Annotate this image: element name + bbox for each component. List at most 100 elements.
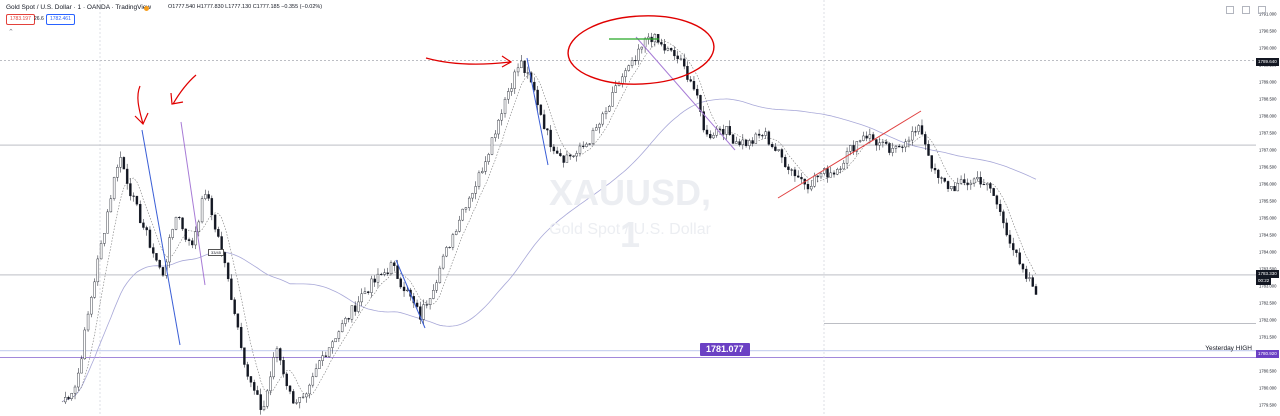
candle-body	[663, 44, 666, 51]
candle-body	[849, 145, 852, 152]
candle-body	[187, 239, 191, 241]
fullscreen-icon[interactable]	[1258, 6, 1266, 14]
candle-body	[503, 98, 507, 114]
candle-body	[285, 373, 288, 387]
candle-body	[119, 157, 122, 168]
candle-body	[125, 168, 129, 184]
candle-body	[552, 146, 556, 152]
candle-body	[523, 60, 526, 73]
candle-body	[836, 169, 839, 175]
candle-body	[682, 58, 686, 67]
red-trendline[interactable]	[777, 110, 922, 199]
candle-body	[871, 134, 875, 140]
candle-body	[842, 162, 846, 170]
candle-body	[585, 143, 588, 147]
candle-body	[155, 253, 158, 261]
price-axis-tick-label: 1785.500	[1259, 199, 1277, 204]
candle-body	[520, 60, 523, 69]
candle-body	[774, 146, 777, 151]
hand-drawn-arrow	[134, 85, 149, 126]
candle-body	[549, 129, 552, 148]
description-watermark: Gold Spot / U.S. Dollar	[549, 221, 711, 238]
candle-body	[852, 145, 855, 152]
candle-body	[966, 182, 969, 185]
candle-body	[546, 128, 549, 131]
candle-body	[106, 211, 109, 234]
candle-body	[516, 67, 520, 73]
candle-body	[360, 293, 363, 303]
candle-body	[438, 267, 442, 283]
candle-body	[878, 142, 881, 146]
sell-price-button[interactable]: 1783.197	[6, 14, 35, 25]
price-axis-tick-label: 1785.000	[1259, 216, 1277, 221]
candle-body	[90, 297, 93, 315]
candle-body	[380, 273, 383, 275]
blue-trendline[interactable]	[395, 259, 426, 329]
collapse-indicators-icon[interactable]: ⌃	[8, 29, 14, 36]
candle-body	[1011, 243, 1015, 251]
candle-body	[640, 46, 644, 50]
candle-body	[393, 262, 396, 266]
candle-body	[259, 394, 262, 410]
price-axis-tick-label: 1789.000	[1259, 80, 1277, 85]
candle-body	[647, 36, 650, 39]
candle-body	[370, 278, 373, 293]
price-level-label[interactable]: 1781.077	[700, 343, 750, 356]
hand-drawn-arrow	[425, 55, 513, 68]
candle-body	[363, 291, 367, 295]
candle-body	[350, 305, 354, 320]
price-axis-tick-label: 1787.500	[1259, 131, 1277, 136]
candle-body	[940, 177, 943, 179]
purple-trendline[interactable]	[180, 121, 206, 286]
settings-icon[interactable]	[1242, 6, 1250, 14]
candle-body	[311, 376, 315, 386]
candle-body	[855, 141, 859, 152]
candle-body	[230, 278, 233, 300]
symbol-title[interactable]: Gold Spot / U.S. Dollar · 1 · OANDA · Tr…	[6, 4, 152, 11]
candle-body	[914, 131, 917, 133]
candle-body	[399, 278, 402, 288]
price-axis-tick-label: 1788.000	[1259, 114, 1277, 119]
price-axis[interactable]: 1779.5001780.0001780.5001781.0001781.500…	[1256, 0, 1280, 416]
candle-body	[93, 281, 96, 298]
blue-trendline[interactable]	[141, 129, 181, 346]
countdown-tag: 00:22	[1256, 277, 1272, 285]
candle-body	[712, 135, 715, 139]
candle-body	[816, 175, 819, 178]
candle-body	[191, 240, 194, 246]
drawings[interactable]	[134, 12, 922, 346]
candle-body	[67, 397, 70, 399]
candle-body	[132, 195, 135, 197]
candle-body	[634, 60, 637, 62]
candle-body	[217, 229, 220, 237]
candle-body	[611, 92, 614, 107]
candle-body	[441, 255, 445, 269]
blue-trendline[interactable]	[526, 57, 549, 166]
market-status-icon[interactable]	[144, 6, 149, 11]
candle-body	[249, 376, 253, 383]
candle-body	[604, 110, 608, 115]
candle-body	[406, 289, 409, 292]
candle-body	[148, 229, 152, 248]
candle-body	[116, 167, 119, 178]
purple-trendline[interactable]	[635, 36, 736, 151]
price-axis-tick-label: 1782.500	[1259, 301, 1277, 306]
candle-body	[992, 188, 995, 196]
candle-body	[757, 133, 761, 136]
candle-body	[562, 155, 565, 163]
candle-body	[917, 125, 920, 132]
measure-label[interactable]: 33/45	[208, 249, 225, 256]
candle-body	[862, 135, 865, 141]
candle-body	[614, 85, 617, 93]
camera-icon[interactable]	[1226, 6, 1234, 14]
buy-price-button[interactable]: 1782.461	[46, 14, 75, 25]
candle-body	[601, 113, 604, 125]
candle-body	[213, 214, 217, 230]
candle-body	[731, 134, 735, 144]
candle-body	[389, 262, 393, 274]
candle-body	[969, 182, 973, 185]
candle-body	[673, 50, 676, 57]
candle-body	[373, 278, 376, 283]
candle-body	[865, 135, 868, 139]
